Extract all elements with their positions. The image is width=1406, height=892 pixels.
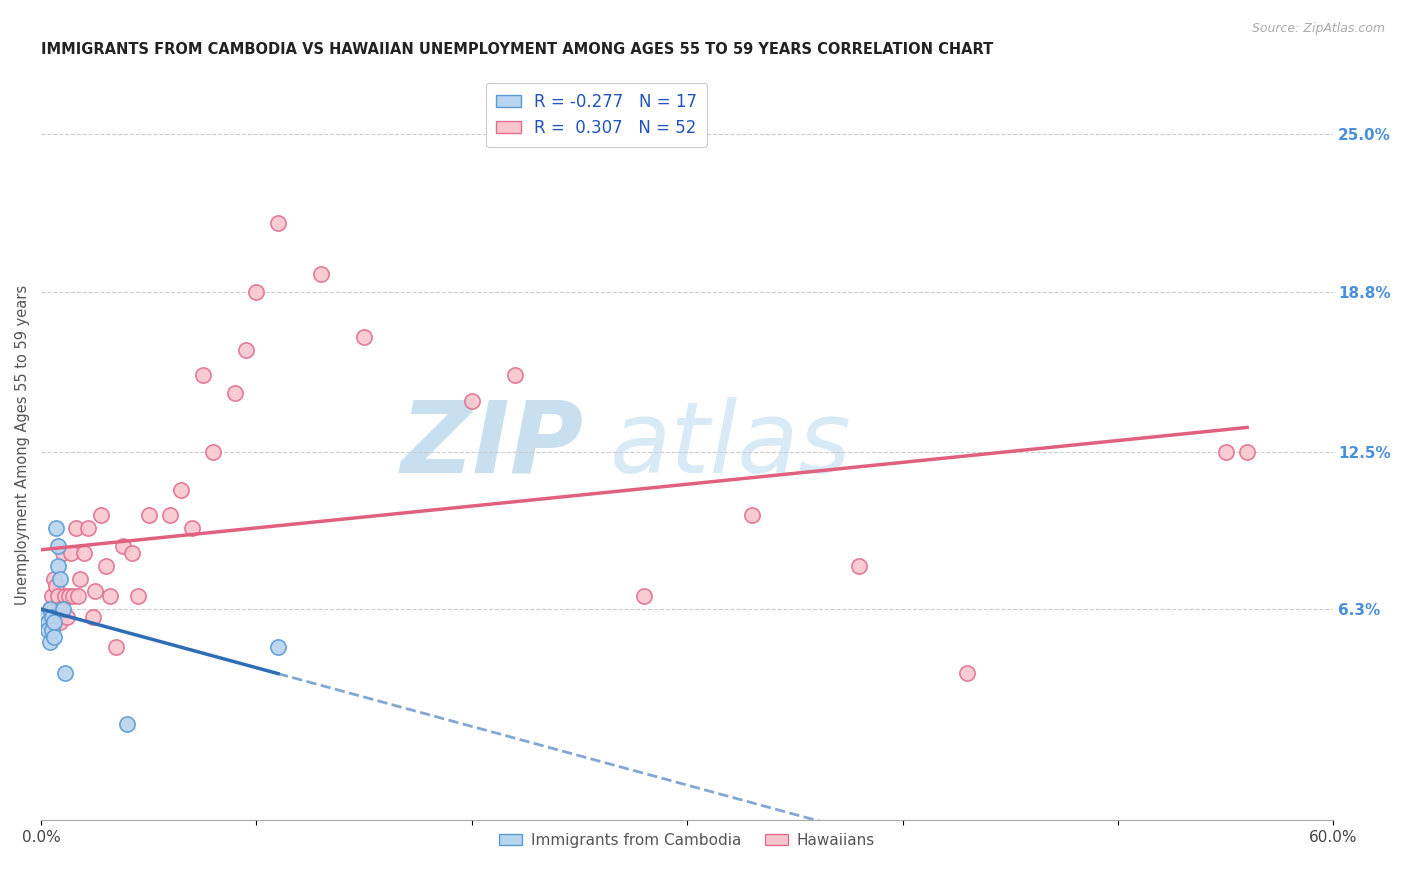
Point [45,579,67,593]
Point [52,546,75,560]
Text: IMMIGRANTS FROM CAMBODIA VS HAWAIIAN UNEMPLOYMENT AMONG AGES 55 TO 59 YEARS CORR: IMMIGRANTS FROM CAMBODIA VS HAWAIIAN UNE… [41,42,994,57]
Point [45,521,67,535]
Point [235,343,257,357]
Point [46,539,69,553]
Point [224,386,246,401]
Point [41,609,63,624]
Point [69,572,91,586]
Point [58,590,80,604]
Point [38,602,60,616]
Point [37,615,59,629]
Point [38,615,60,629]
Text: atlas: atlas [610,397,851,494]
Point [82,609,104,624]
Point [1236,444,1258,458]
Point [41,590,63,604]
Point [56,609,79,624]
Point [34,609,56,624]
Point [53,665,76,680]
Point [42,572,65,586]
Point [111,539,134,553]
Point [46,559,69,574]
Point [848,559,870,574]
Point [202,444,225,458]
Point [73,546,96,560]
Point [191,368,214,383]
Point [38,602,60,616]
Point [121,546,143,560]
Point [60,546,83,560]
Point [105,640,128,655]
Legend: Immigrants from Cambodia, Hawaiians: Immigrants from Cambodia, Hawaiians [494,827,882,854]
Point [138,508,160,523]
Text: ZIP: ZIP [401,397,583,494]
Point [1215,444,1237,458]
Point [309,267,332,281]
Point [41,623,63,637]
Point [180,521,202,535]
Point [46,590,69,604]
Point [94,559,117,574]
Point [267,640,290,655]
Point [98,590,121,604]
Point [45,615,67,629]
Y-axis label: Unemployment Among Ages 55 to 59 years: Unemployment Among Ages 55 to 59 years [15,285,30,606]
Point [37,615,59,629]
Point [49,572,72,586]
Point [461,393,484,408]
Point [77,521,100,535]
Point [52,602,75,616]
Point [170,483,193,497]
Point [34,609,56,624]
Point [41,605,63,619]
Point [159,508,181,523]
Point [49,602,72,616]
Point [117,716,139,731]
Point [38,635,60,649]
Point [65,521,87,535]
Point [37,623,59,637]
Point [267,216,290,230]
Text: Source: ZipAtlas.com: Source: ZipAtlas.com [1251,22,1385,36]
Point [90,508,112,523]
Point [62,590,84,604]
Point [956,665,979,680]
Point [503,368,526,383]
Point [42,615,65,629]
Point [127,590,149,604]
Point [66,590,89,604]
Point [741,508,763,523]
Point [49,615,72,629]
Point [633,590,655,604]
Point [353,330,375,344]
Point [42,630,65,644]
Point [245,285,267,299]
Point [53,590,76,604]
Point [84,584,107,599]
